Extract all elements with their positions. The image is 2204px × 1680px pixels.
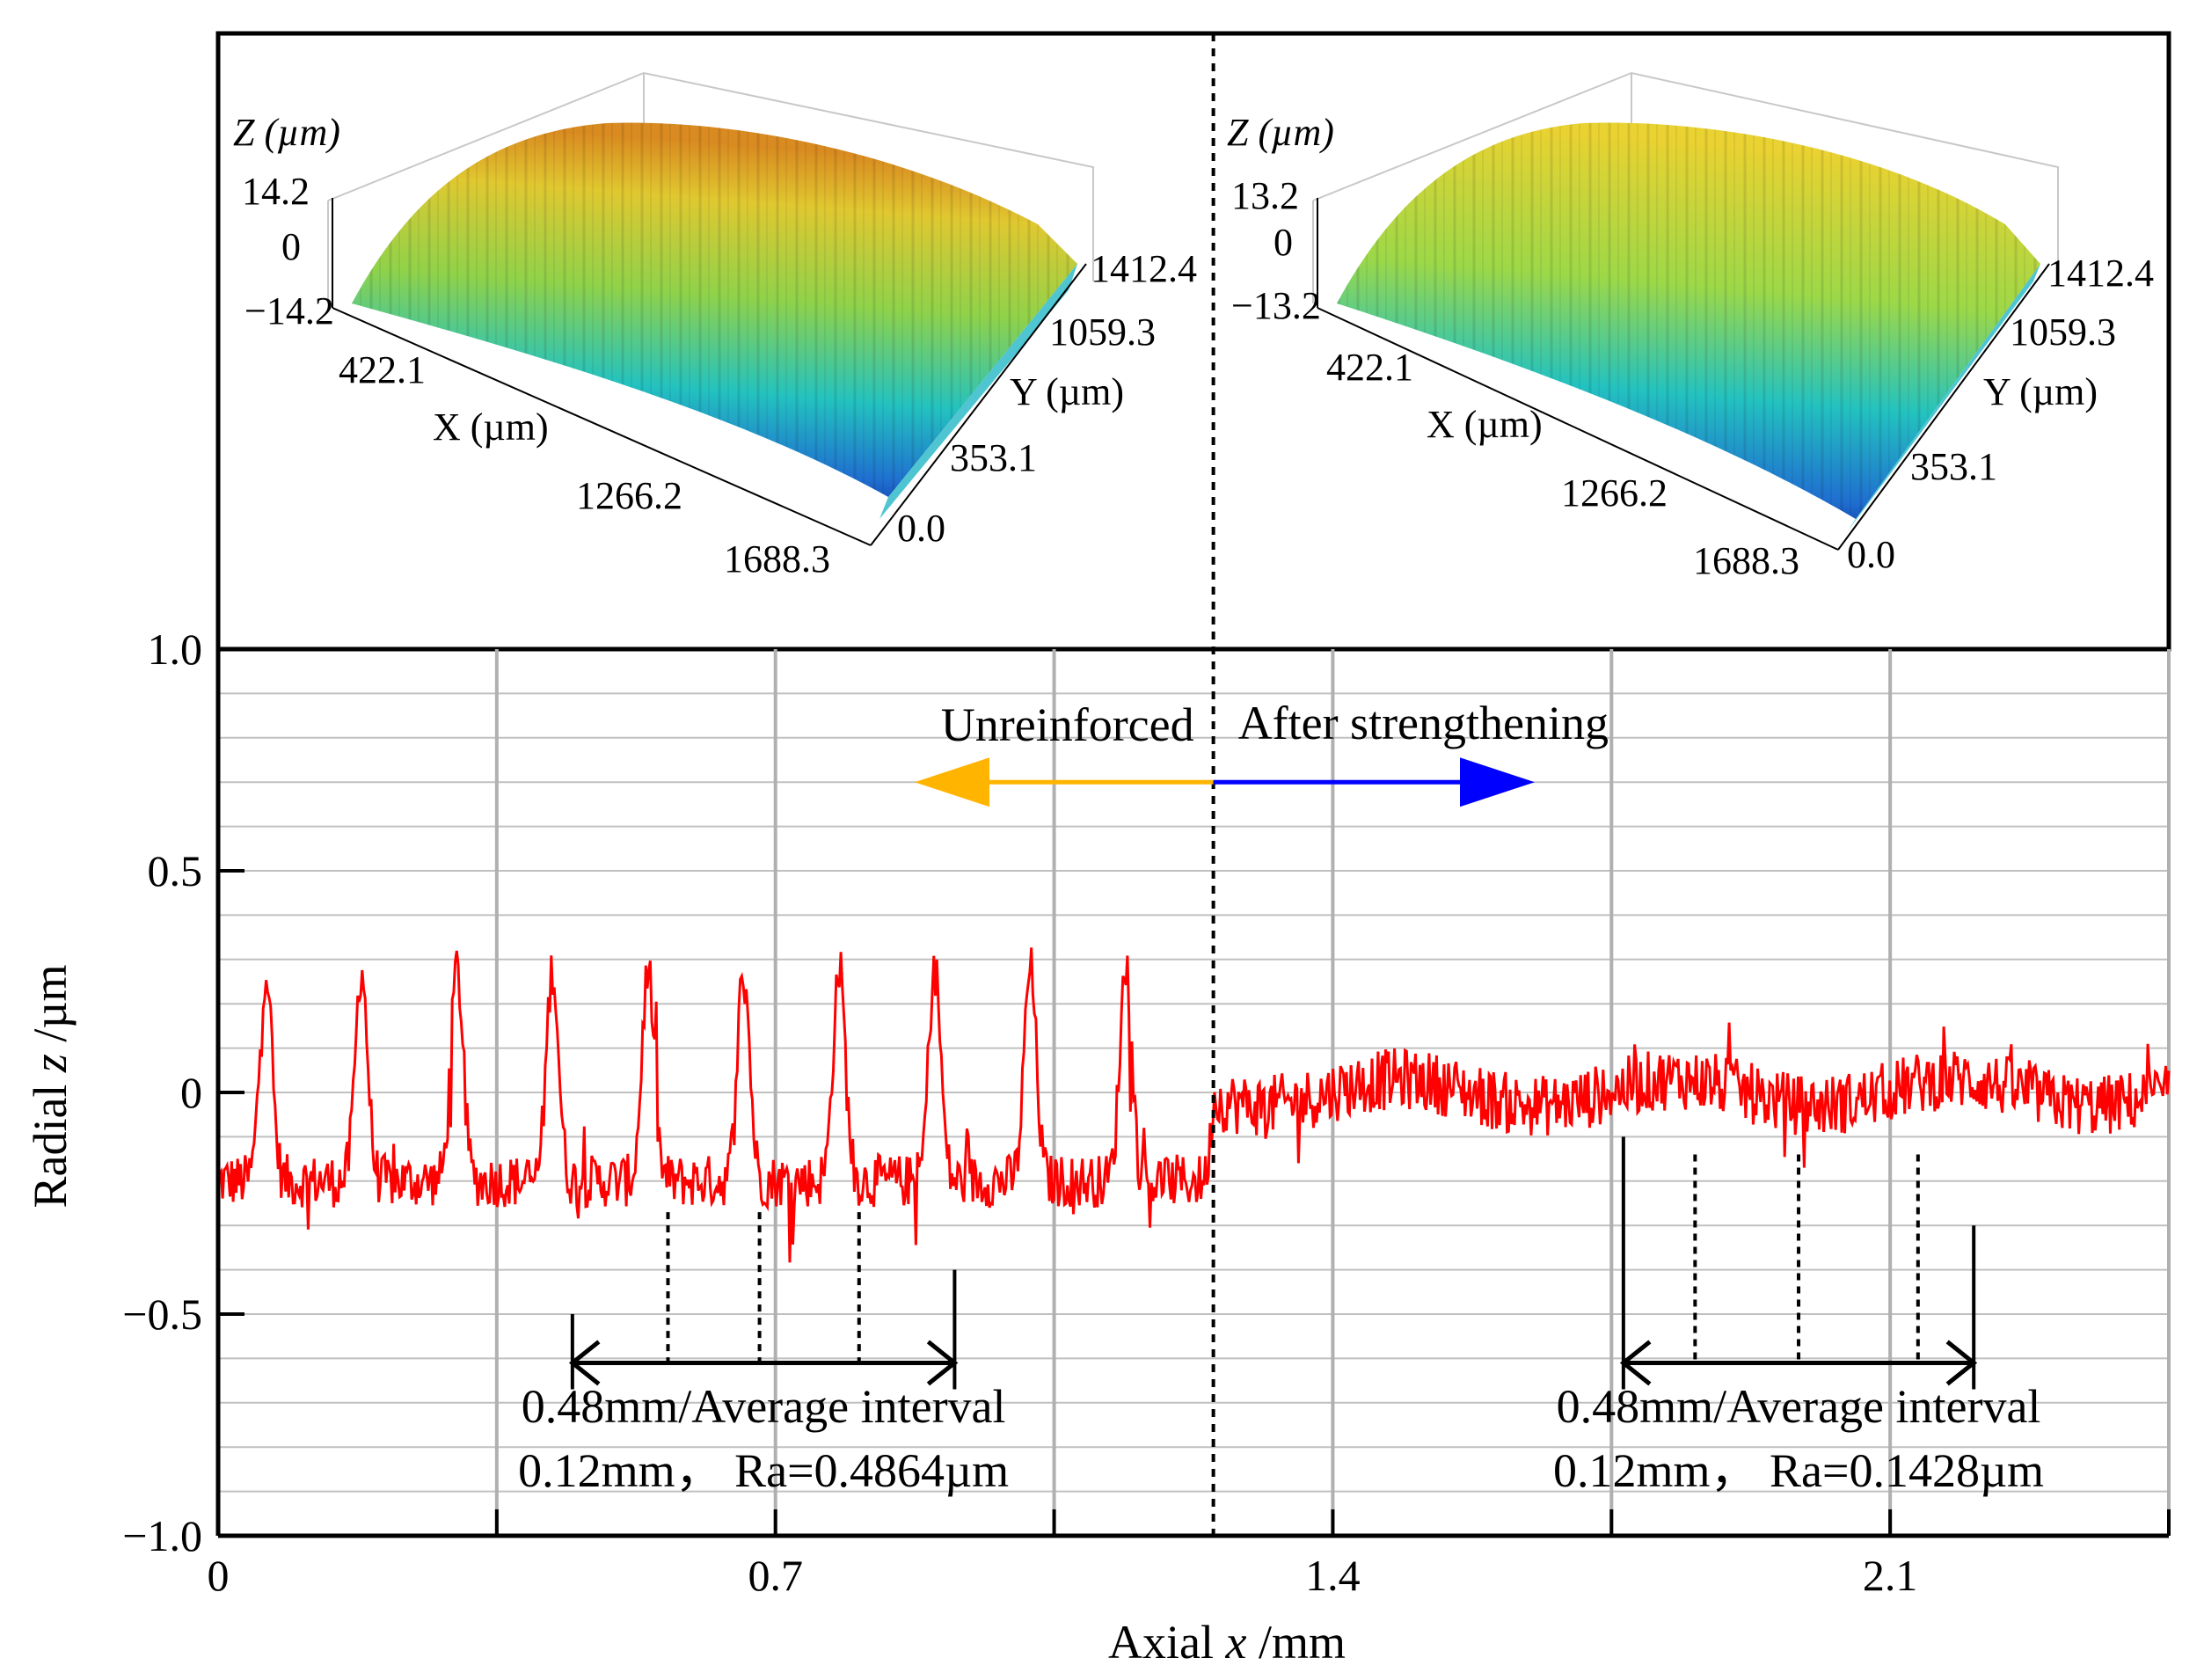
inset-z-label: Z (µm) [233,111,340,154]
region-label-after-strengthening: After strengthening [1238,697,1609,749]
x-tick-label: 1.4 [1305,1551,1361,1600]
plot-grid [218,649,2171,1536]
inset-x-label: X (µm) [433,405,549,449]
region-arrows [915,757,1535,807]
inset-panel-frame [215,31,2171,652]
annotation-right-line1: 0.48mm/Average interval [1557,1380,2041,1433]
inset-y-tick: 1412.4 [2047,252,2154,295]
annotation-left-line1: 0.48mm/Average interval [522,1380,1006,1433]
inset-x-tick: 1688.3 [724,537,830,581]
inset-z-tick: 13.2 [1231,174,1299,217]
inset-z-tick: −14.2 [244,289,334,332]
inset-x-tick: 422.1 [1326,346,1413,389]
roughness-profile [217,947,2171,1263]
inset-y-tick: 0.0 [897,507,945,550]
y-tick-label: 1.0 [148,625,203,674]
x-tick-label: 0 [208,1551,230,1600]
inset-x-tick: 1266.2 [1561,471,1668,515]
inset-strengthened: Z (µm) 13.2 0 −13.2 422.1 X (µm) 1266.2 … [1227,71,2154,582]
inset-z-tick: −13.2 [1231,284,1321,327]
inset-x-tick: 422.1 [339,348,426,391]
inset-axes [1317,198,2050,551]
bracket-arrowhead [926,1340,959,1386]
bracket-arrowhead [568,1340,601,1386]
annotation-right-line2: 0.12mm， Ra=0.1428µm [1553,1444,2044,1497]
x-axis-title: Axial x /mm [1108,1616,1346,1669]
inset-y-tick: 1059.3 [1049,310,1156,354]
inset-x-tick: 1266.2 [576,474,682,517]
inset-x-tick: 1688.3 [1693,539,1799,582]
annotation-left-line2: 0.12mm， Ra=0.4864µm [518,1444,1009,1497]
inset-y-label: Y (µm) [1010,370,1124,413]
inset-z-tick: 0 [1274,221,1293,264]
inset-z-tick: 0 [281,225,301,268]
inset-z-label: Z (µm) [1227,111,1334,154]
inset-axes [332,198,1087,546]
x-tick-label: 2.1 [1863,1551,1918,1600]
y-tick-label: −0.5 [122,1289,202,1339]
x-tick-label: 0.7 [748,1551,803,1600]
bracket-arrowhead [1945,1340,1978,1386]
region-label-unreinforced: Unreinforced [941,698,1194,751]
inset-y-tick: 0.0 [1847,533,1895,576]
axis-ticks: 1.00.50−0.5−1.00 0.7 1.4 2.1 [122,625,2171,1600]
bracket-arrowhead [1619,1340,1652,1386]
inset-y-tick: 1412.4 [1091,247,1197,290]
y-axis-title: Radial z /µm [24,964,77,1208]
inset-y-tick: 353.1 [1910,445,1997,488]
profile-line [217,947,2171,1263]
inset-unreinforced: Z (µm) 14.2 0 −14.2 422.1 X (µm) 1266.2 … [233,71,1197,581]
interval-annotations [568,1136,1978,1390]
y-tick-label: −1.0 [122,1511,202,1560]
inset-y-tick: 1059.3 [2010,310,2116,354]
inset-y-label: Y (µm) [1983,370,2098,413]
arrow-right-head [1460,757,1535,807]
y-tick-label: 0.5 [148,846,203,895]
inset-z-tick: 14.2 [242,170,310,213]
inset-x-label: X (µm) [1427,403,1543,446]
y-tick-label: 0 [180,1068,202,1117]
inset-y-tick: 353.1 [950,436,1037,479]
arrow-left-head [915,757,989,807]
